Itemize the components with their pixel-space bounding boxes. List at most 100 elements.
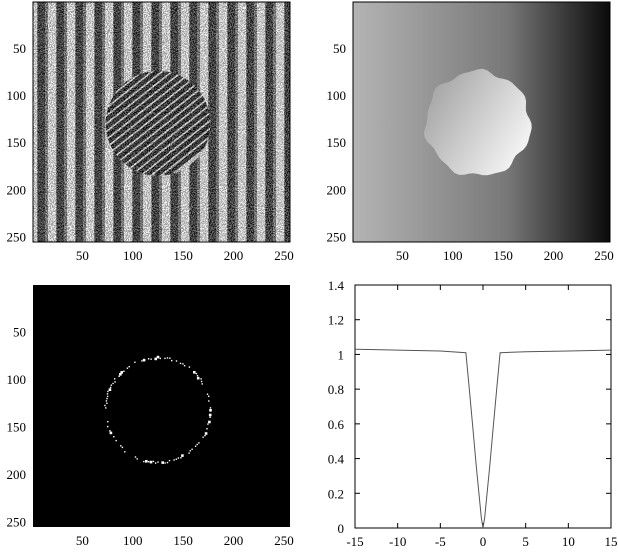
y-tick-label: 0.6 bbox=[328, 417, 345, 432]
panel-ring-edge: 50 100 150 200 250 50 100 150 200 250 bbox=[7, 285, 294, 548]
ring-fragment bbox=[179, 362, 182, 365]
x-tick-label: 5 bbox=[522, 534, 529, 549]
ring-fragment bbox=[126, 367, 129, 369]
ring-fragment bbox=[175, 458, 177, 460]
x-tick-label: 250 bbox=[274, 248, 294, 263]
y-tick-label: 250 bbox=[327, 229, 347, 244]
black-image bbox=[33, 285, 290, 527]
ring-fragment bbox=[109, 386, 112, 389]
x-tick-label: -15 bbox=[346, 534, 363, 549]
ring-fragment bbox=[114, 378, 116, 380]
y-tick-labels: 50 100 150 200 250 bbox=[7, 325, 27, 530]
y-tick-label: 0 bbox=[338, 521, 345, 536]
ring-fragment bbox=[208, 395, 210, 397]
x-tick-labels: -15 -10 -5 0 5 10 15 bbox=[346, 534, 617, 549]
x-tick-label: 50 bbox=[76, 533, 89, 548]
y-tick-labels: 0 0.2 0.4 0.6 0.8 1 1.2 1.4 bbox=[328, 278, 345, 536]
y-tick-label: 100 bbox=[7, 88, 27, 103]
ring-fragment bbox=[171, 359, 173, 362]
ring-fragment bbox=[118, 375, 120, 377]
ring-fragment bbox=[107, 390, 109, 393]
ring-fragment bbox=[120, 371, 123, 374]
ring-fragment bbox=[136, 458, 138, 460]
ring-fragment bbox=[193, 371, 196, 374]
ring-fragment bbox=[202, 436, 204, 438]
x-tick-label: 150 bbox=[173, 248, 193, 263]
ring-fragment bbox=[108, 388, 112, 391]
noise-overlay bbox=[33, 2, 290, 242]
ring-fragment bbox=[196, 375, 199, 377]
panel-wrapped-phase: 50 100 150 200 250 50 100 150 200 250 bbox=[7, 1, 294, 263]
ring-fragment bbox=[147, 358, 150, 360]
axis-ticks bbox=[354, 284, 612, 529]
ring-fragment bbox=[189, 450, 191, 452]
y-tick-label: 200 bbox=[327, 182, 347, 197]
ring-fragment bbox=[128, 366, 130, 368]
ring-fragment bbox=[206, 393, 209, 395]
ring-fragment bbox=[105, 407, 107, 409]
x-tick-label: 200 bbox=[544, 248, 564, 263]
y-tick-labels: 50 100 150 200 250 bbox=[327, 41, 347, 244]
x-tick-label: 150 bbox=[493, 248, 513, 263]
ring-fragment bbox=[196, 443, 198, 446]
y-tick-label: 200 bbox=[7, 467, 27, 482]
y-tick-label: 250 bbox=[7, 229, 27, 244]
ring-fragment bbox=[119, 373, 122, 376]
ring-fragment bbox=[112, 382, 114, 385]
ring-fragment bbox=[209, 416, 211, 418]
ring-fragment bbox=[191, 448, 193, 450]
ring-fragment bbox=[182, 363, 184, 365]
ring-fragment bbox=[181, 454, 184, 457]
y-tick-label: 150 bbox=[327, 135, 347, 150]
x-tick-label: 50 bbox=[396, 248, 409, 263]
ring-fragment bbox=[204, 432, 208, 435]
ring-fragment bbox=[154, 462, 157, 464]
ring-fragment bbox=[147, 461, 150, 463]
panel-unwrapped-phase: 50 100 150 200 250 50 100 150 200 250 bbox=[327, 1, 614, 263]
ring-fragment bbox=[200, 378, 202, 380]
ring-fragment bbox=[207, 423, 209, 425]
y-tick-label: 50 bbox=[333, 41, 346, 56]
ring-fragment bbox=[105, 400, 108, 402]
y-tick-label: 1.2 bbox=[328, 313, 344, 328]
ring-fragment bbox=[183, 365, 186, 367]
x-tick-label: 50 bbox=[76, 248, 89, 263]
ring-fragment bbox=[188, 366, 191, 368]
ring-fragment bbox=[113, 436, 115, 438]
ring-fragment bbox=[109, 430, 111, 432]
ring-fragment bbox=[198, 442, 200, 444]
ring-fragment bbox=[124, 451, 126, 453]
ring-fragment bbox=[157, 461, 159, 463]
x-tick-label: 100 bbox=[443, 248, 463, 263]
ring-fragment bbox=[194, 445, 197, 447]
ring-fragment bbox=[201, 383, 203, 385]
ring-fragment bbox=[107, 421, 109, 423]
ring-fragment bbox=[208, 420, 211, 424]
ring-fragment bbox=[196, 376, 200, 380]
y-tick-label: 100 bbox=[327, 88, 347, 103]
ring-fragment bbox=[109, 431, 113, 435]
ring-fragment bbox=[200, 380, 203, 383]
y-tick-label: 200 bbox=[7, 182, 27, 197]
ring-fragment bbox=[123, 370, 125, 372]
ring-fragment bbox=[177, 457, 180, 459]
ring-fragment bbox=[168, 459, 171, 462]
x-tick-label: 10 bbox=[562, 534, 575, 549]
ring-fragment bbox=[180, 457, 182, 459]
plot-frame bbox=[354, 284, 612, 529]
x-tick-label: -10 bbox=[389, 534, 406, 549]
x-tick-labels: 50 100 150 200 250 bbox=[396, 248, 614, 263]
panel-line-profile: -15 -10 -5 0 5 10 15 0 0.2 0.4 0.6 0.8 1 1.2 1.4 bbox=[328, 278, 618, 549]
x-tick-label: 200 bbox=[224, 248, 244, 263]
ring-fragment bbox=[107, 425, 109, 428]
ring-fragment bbox=[166, 461, 169, 464]
x-tick-label: 150 bbox=[173, 533, 193, 548]
bright-disc-region bbox=[424, 68, 532, 176]
y-tick-label: 50 bbox=[13, 325, 26, 340]
y-tick-label: 0.8 bbox=[328, 382, 344, 397]
ring-fragment bbox=[120, 445, 122, 447]
x-tick-label: 100 bbox=[123, 533, 143, 548]
ring-fragment bbox=[143, 460, 145, 463]
ring-fragment bbox=[145, 460, 148, 463]
